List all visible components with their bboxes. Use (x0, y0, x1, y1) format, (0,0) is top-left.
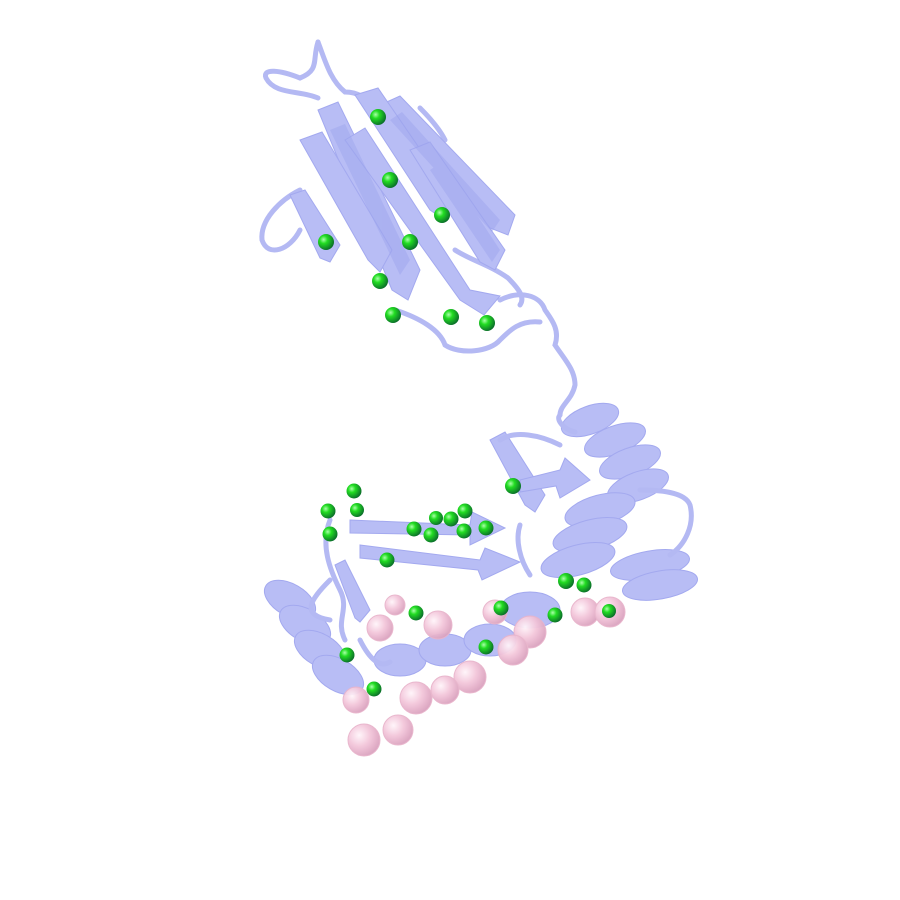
helix-left (263, 579, 365, 696)
upper-domain-cartoon (259, 39, 578, 418)
ligand-spheres-upper (318, 109, 495, 331)
helix-right-middle (540, 492, 636, 579)
backbone-spheres (342, 594, 626, 757)
lower-domain-cartoon (263, 402, 699, 696)
helix-right-lower (610, 549, 699, 601)
lower-domain-coils (308, 412, 694, 667)
ligand-spheres-lower (320, 478, 616, 697)
upper-domain-shading (330, 112, 500, 275)
